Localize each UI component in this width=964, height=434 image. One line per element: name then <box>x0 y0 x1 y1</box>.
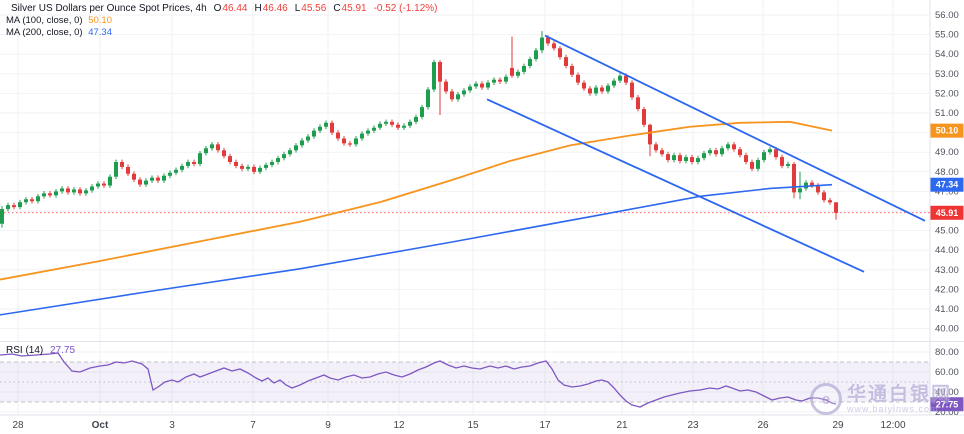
svg-text:23: 23 <box>687 420 699 431</box>
candlestick-series[interactable] <box>0 31 838 228</box>
ma100-value: 50.10 <box>88 15 112 26</box>
svg-text:43.00: 43.00 <box>935 265 959 276</box>
svg-text:29: 29 <box>832 420 844 431</box>
close-label: C <box>333 3 341 14</box>
rsi-label: RSI (14) <box>6 345 44 356</box>
svg-text:42.00: 42.00 <box>935 284 959 295</box>
svg-text:7: 7 <box>250 420 256 431</box>
open-value: 46.44 <box>222 3 248 14</box>
svg-text:27.75: 27.75 <box>936 399 959 409</box>
rsi-legend-row[interactable]: RSI (14) 27.75 <box>6 345 75 356</box>
trendlines[interactable] <box>486 34 926 273</box>
svg-text:50.10: 50.10 <box>936 126 959 136</box>
svg-text:Oct: Oct <box>92 420 109 431</box>
rsi-value: 27.75 <box>50 345 76 356</box>
svg-text:55.00: 55.00 <box>935 30 959 41</box>
svg-text:47.34: 47.34 <box>936 180 959 190</box>
svg-text:28: 28 <box>12 420 24 431</box>
legend-ma100-row[interactable]: MA (100, close, 0) 50.10 <box>6 15 438 26</box>
svg-text:45.00: 45.00 <box>935 226 959 237</box>
svg-text:40.00: 40.00 <box>935 387 959 398</box>
rsi-band <box>0 361 930 403</box>
pane-separators[interactable] <box>0 0 964 416</box>
open-label: O <box>213 3 222 14</box>
svg-text:21: 21 <box>616 420 628 431</box>
svg-text:40.00: 40.00 <box>935 324 959 335</box>
svg-text:44.00: 44.00 <box>935 245 959 256</box>
svg-text:12:00: 12:00 <box>880 420 905 431</box>
svg-text:48.00: 48.00 <box>935 167 959 178</box>
svg-text:3: 3 <box>169 420 175 431</box>
ma-100-line[interactable] <box>0 120 833 281</box>
svg-text:9: 9 <box>325 420 331 431</box>
svg-text:12: 12 <box>393 420 405 431</box>
ma200-value: 47.34 <box>88 27 112 38</box>
change-value: -0.52 (-1.12%) <box>373 3 438 14</box>
high-value: 46.46 <box>262 3 288 14</box>
chart-legend: Silver US Dollars per Ounce Spot Prices,… <box>6 3 438 39</box>
low-label: L <box>294 3 301 14</box>
svg-text:49.00: 49.00 <box>935 147 959 158</box>
ma-200-line[interactable] <box>0 183 833 316</box>
close-value: 45.91 <box>341 3 367 14</box>
svg-text:52.00: 52.00 <box>935 88 959 99</box>
axis-price-badges: 50.10 47.34 45.91 27.75 <box>930 123 964 412</box>
svg-text:80.00: 80.00 <box>935 347 959 358</box>
svg-text:53.00: 53.00 <box>935 69 959 80</box>
legend-ma200-row[interactable]: MA (200, close, 0) 47.34 <box>6 27 438 38</box>
svg-text:20.00: 20.00 <box>935 407 959 418</box>
svg-text:51.00: 51.00 <box>935 108 959 119</box>
price-axis[interactable]: 56.00 55.00 54.00 53.00 52.00 51.00 49.00 48.00… <box>935 10 959 418</box>
svg-text:26: 26 <box>757 420 769 431</box>
rsi-line[interactable] <box>0 352 837 408</box>
grid-lines <box>0 0 930 415</box>
svg-text:47.00: 47.00 <box>935 186 959 197</box>
high-label: H <box>254 3 262 14</box>
svg-text:17: 17 <box>539 420 551 431</box>
svg-text:54.00: 54.00 <box>935 49 959 60</box>
svg-text:41.00: 41.00 <box>935 304 959 315</box>
symbol-title: Silver US Dollars per Ounce Spot Prices,… <box>11 3 207 14</box>
ma200-label: MA (200, close, 0) <box>6 27 83 38</box>
low-value: 45.56 <box>301 3 327 14</box>
svg-text:15: 15 <box>467 420 479 431</box>
time-axis[interactable]: 28 Oct 3 7 9 12 15 17 21 23 26 29 12:00 <box>12 420 906 431</box>
svg-text:56.00: 56.00 <box>935 10 959 21</box>
svg-text:60.00: 60.00 <box>935 367 959 378</box>
legend-symbol-row[interactable]: Silver US Dollars per Ounce Spot Prices,… <box>6 3 438 14</box>
ma100-label: MA (100, close, 0) <box>6 15 83 26</box>
svg-text:45.91: 45.91 <box>936 208 959 218</box>
